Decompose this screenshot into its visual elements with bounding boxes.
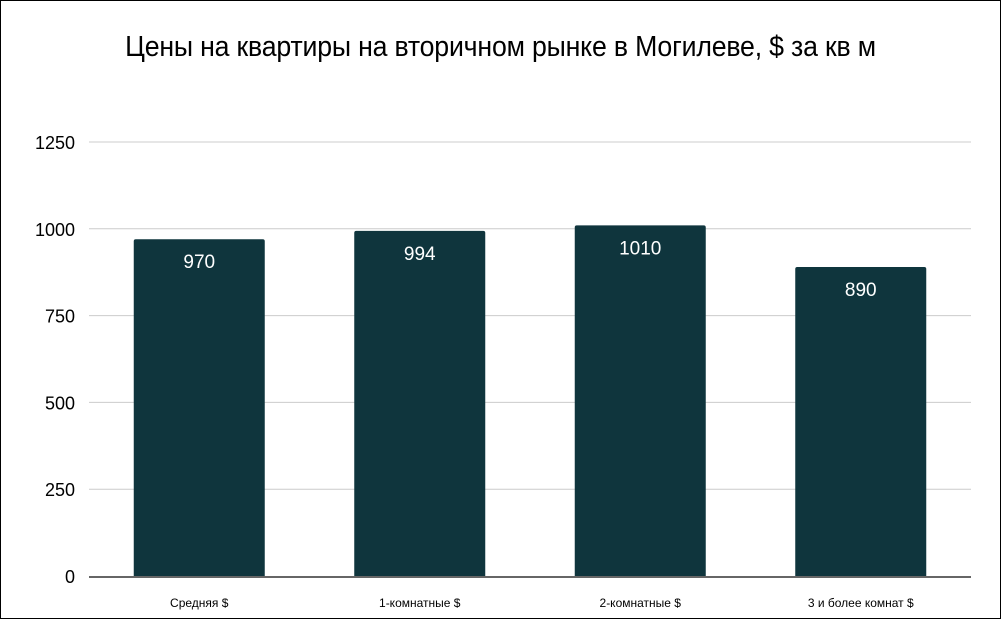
chart-title: Цены на квартиры на вторичном рынке в Мо… xyxy=(125,31,876,63)
y-tick-label: 1250 xyxy=(35,133,75,153)
y-tick-label: 750 xyxy=(45,307,75,327)
bar xyxy=(354,230,486,577)
x-tick-label: 2-комнатные $ xyxy=(600,596,682,610)
y-tick-label: 1000 xyxy=(35,220,75,240)
data-label: 994 xyxy=(404,244,436,265)
data-label: 1010 xyxy=(619,238,661,259)
bar xyxy=(574,225,706,576)
data-label: 970 xyxy=(183,252,215,273)
y-tick-label: 0 xyxy=(65,567,75,587)
x-tick-label: Средняя $ xyxy=(170,596,229,610)
bar xyxy=(133,239,265,576)
y-tick-label: 250 xyxy=(45,480,75,500)
x-tick-label: 3 и более комнат $ xyxy=(808,596,914,610)
data-label: 890 xyxy=(845,280,877,301)
bar xyxy=(795,266,927,576)
y-tick-label: 500 xyxy=(45,393,75,413)
x-tick-label: 1-комнатные $ xyxy=(379,596,461,610)
